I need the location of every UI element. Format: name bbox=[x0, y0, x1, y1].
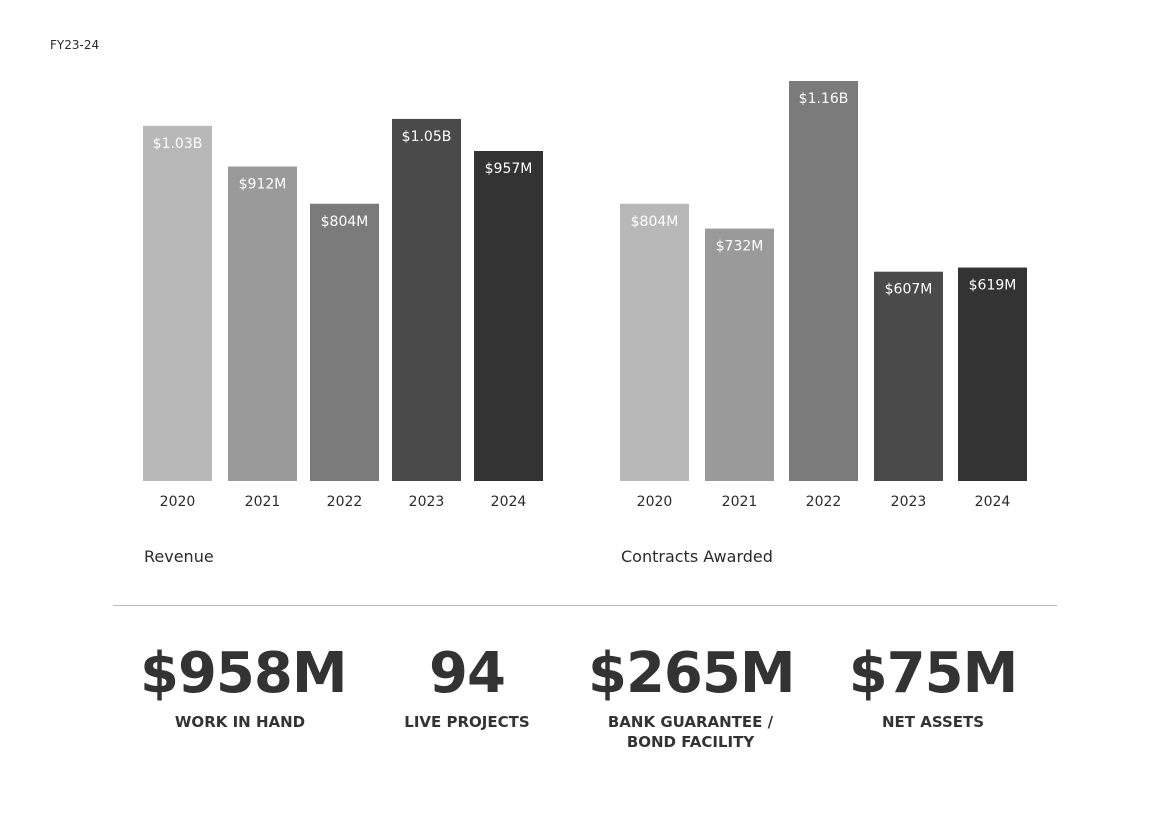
contracts-chart-title: Contracts Awarded bbox=[621, 547, 773, 566]
stat-label: LIVE PROJECTS bbox=[404, 713, 530, 731]
x-tick-label: 2024 bbox=[491, 494, 527, 510]
stat-live-projects: 94 LIVE PROJECTS bbox=[387, 640, 547, 732]
x-tick-label: 2022 bbox=[327, 494, 363, 510]
stat-label: BANK GUARANTEE / BOND FACILITY bbox=[607, 713, 774, 751]
x-tick-label: 2020 bbox=[637, 494, 673, 510]
stat-value: $75M bbox=[848, 641, 1019, 706]
stat-value: $265M bbox=[588, 641, 796, 706]
x-tick-label: 2021 bbox=[722, 494, 758, 510]
bar-2022 bbox=[789, 81, 858, 481]
charts-canvas: $1.03B 2020 $912M 2021 $804M 2022 $1.05B 2023 $9… bbox=[143, 81, 1027, 510]
bar-value-label: $804M bbox=[321, 214, 369, 230]
bar-value-label: $1.16B bbox=[799, 91, 849, 107]
bar-2021 bbox=[228, 166, 297, 481]
bar-2023 bbox=[874, 271, 943, 481]
stat-value: $958M bbox=[140, 641, 348, 706]
bar-value-label: $619M bbox=[969, 278, 1017, 294]
x-tick-label: 2021 bbox=[245, 494, 281, 510]
bar-value-label: $732M bbox=[716, 239, 764, 255]
stat-bank-guarantee: $265M BANK GUARANTEE / BOND FACILITY bbox=[588, 640, 796, 752]
stat-label: WORK IN HAND bbox=[174, 713, 306, 731]
bar-value-label: $607M bbox=[885, 282, 933, 298]
x-tick-label: 2023 bbox=[891, 494, 927, 510]
bar-2021 bbox=[705, 228, 774, 481]
stat-net-assets: $75M NET ASSETS bbox=[843, 640, 1023, 732]
stat-work-in-hand: $958M WORK IN HAND bbox=[140, 640, 348, 732]
x-tick-label: 2020 bbox=[160, 494, 196, 510]
x-tick-label: 2024 bbox=[975, 494, 1011, 510]
period-label: FY23-24 bbox=[50, 38, 100, 52]
bar-value-label: $912M bbox=[239, 177, 287, 193]
bar-2024 bbox=[958, 267, 1027, 481]
bar-2020 bbox=[620, 203, 689, 482]
revenue-chart: $1.03B 2020 $912M 2021 $804M 2022 $1.05B 2023 $9… bbox=[143, 118, 543, 510]
bar-value-label: $1.05B bbox=[402, 129, 452, 145]
stat-value: 94 bbox=[429, 641, 506, 706]
bar-value-label: $804M bbox=[631, 214, 679, 230]
stat-label: NET ASSETS bbox=[881, 713, 985, 731]
x-tick-label: 2022 bbox=[806, 494, 842, 510]
bar-2022 bbox=[310, 203, 379, 482]
bar-value-label: $1.03B bbox=[153, 136, 203, 152]
revenue-chart-title: Revenue bbox=[144, 547, 214, 566]
bar-2023 bbox=[392, 118, 461, 482]
bar-2024 bbox=[474, 151, 543, 481]
section-divider bbox=[113, 605, 1057, 606]
x-tick-label: 2023 bbox=[409, 494, 445, 510]
bar-value-label: $957M bbox=[485, 161, 533, 177]
bar-2020 bbox=[143, 125, 212, 482]
contracts-awarded-chart: $804M 2020 $732M 2021 $1.16B 2022 $607M 2023 $61… bbox=[620, 81, 1027, 510]
